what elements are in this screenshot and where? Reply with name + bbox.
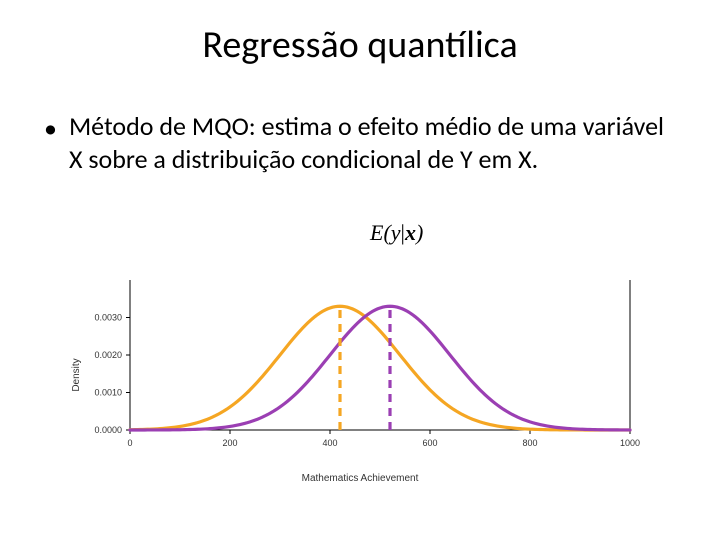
bullet-marker: • xyxy=(44,112,57,145)
formula-text: E(y|x) xyxy=(370,220,423,245)
svg-text:200: 200 xyxy=(222,438,237,448)
page-title: Regressão quantílica xyxy=(0,0,720,68)
svg-text:0.0010: 0.0010 xyxy=(94,388,122,398)
bullet-item: • Método de MQO: estima o efeito médio d… xyxy=(44,110,676,175)
svg-text:400: 400 xyxy=(322,438,337,448)
svg-text:0.0000: 0.0000 xyxy=(94,425,122,435)
formula-expectation: E(y|x) xyxy=(370,220,423,246)
chart-svg: 0.0000 0.0010 0.0020 0.0030 0 200 400 600 800 100… xyxy=(70,270,650,460)
svg-text:1000: 1000 xyxy=(620,438,640,448)
svg-text:0.0030: 0.0030 xyxy=(94,313,122,323)
svg-text:0.0020: 0.0020 xyxy=(94,350,122,360)
x-axis-label: Mathematics Achievement xyxy=(70,473,650,484)
body-text: • Método de MQO: estima o efeito médio d… xyxy=(44,110,676,175)
svg-text:0: 0 xyxy=(127,438,132,448)
svg-text:600: 600 xyxy=(422,438,437,448)
bullet-text: Método de MQO: estima o efeito médio de … xyxy=(69,110,676,175)
slide: Regressão quantílica • Método de MQO: es… xyxy=(0,0,720,540)
y-axis-label: Density xyxy=(71,358,82,391)
density-chart: Density Mathematics Achievement 0.00000.… xyxy=(70,270,650,480)
svg-text:800: 800 xyxy=(522,438,537,448)
